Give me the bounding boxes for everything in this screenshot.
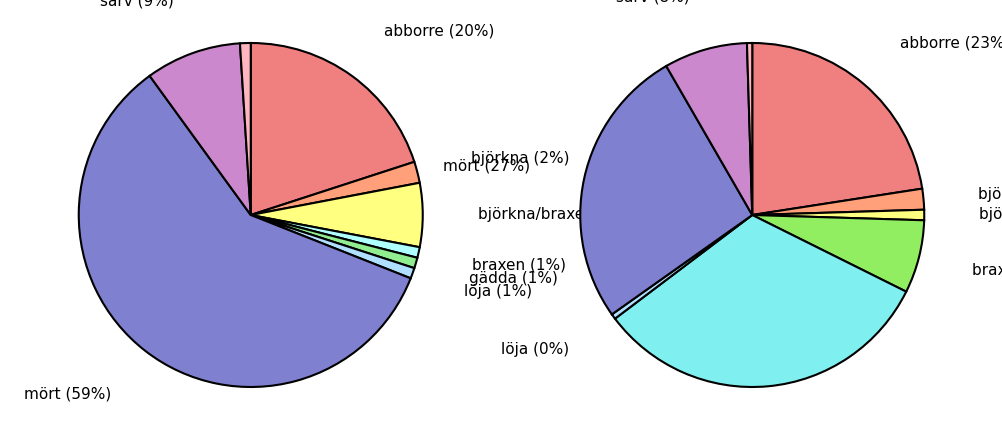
Text: löja (1%): löja (1%) [464, 284, 532, 299]
Wedge shape [239, 43, 250, 215]
Text: braxen (1%): braxen (1%) [472, 257, 566, 272]
Wedge shape [250, 215, 417, 268]
Text: löja (0%): löja (0%) [500, 341, 568, 356]
Wedge shape [79, 76, 410, 387]
Wedge shape [752, 210, 923, 220]
Text: abborre (20%): abborre (20%) [384, 24, 494, 39]
Text: mört (27%): mört (27%) [443, 159, 530, 174]
Wedge shape [746, 43, 752, 215]
Text: braxen (7%): braxen (7%) [972, 263, 1002, 278]
Wedge shape [752, 189, 923, 215]
Text: abborre (23%): abborre (23%) [899, 35, 1002, 50]
Wedge shape [580, 66, 752, 314]
Text: björkna/braxen (6%): björkna/braxen (6%) [477, 208, 634, 222]
Wedge shape [250, 215, 419, 258]
Wedge shape [752, 215, 923, 292]
Text: mört (59%): mört (59%) [24, 387, 111, 402]
Wedge shape [250, 183, 422, 247]
Text: björkna/braxen (1%): björkna/braxen (1%) [978, 208, 1002, 222]
Text: björkna (2%): björkna (2%) [470, 151, 568, 166]
Wedge shape [665, 43, 752, 215]
Wedge shape [614, 215, 906, 387]
Text: gädda (1%): gädda (1%) [468, 271, 557, 286]
Wedge shape [250, 162, 419, 215]
Wedge shape [250, 43, 414, 215]
Wedge shape [149, 43, 250, 215]
Wedge shape [250, 215, 414, 278]
Wedge shape [611, 215, 752, 319]
Wedge shape [752, 43, 921, 215]
Text: sarv (8%): sarv (8%) [616, 0, 689, 4]
Text: sarv (9%): sarv (9%) [100, 0, 173, 9]
Text: björkna (2%): björkna (2%) [977, 187, 1002, 202]
